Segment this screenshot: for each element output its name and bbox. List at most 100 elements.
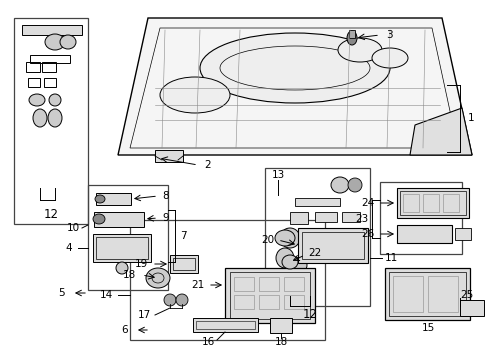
Bar <box>392 276 422 312</box>
Bar <box>459 300 483 316</box>
Ellipse shape <box>347 178 361 192</box>
Bar <box>396 188 468 218</box>
Bar <box>422 194 438 212</box>
Ellipse shape <box>33 109 47 127</box>
Bar <box>341 212 359 222</box>
Ellipse shape <box>49 94 61 106</box>
Ellipse shape <box>116 262 128 274</box>
Text: 17: 17 <box>138 310 151 320</box>
Bar <box>22 25 82 35</box>
Bar <box>173 258 195 270</box>
Bar <box>305 233 329 243</box>
Bar <box>229 272 309 319</box>
Bar <box>388 272 465 316</box>
Ellipse shape <box>163 294 176 306</box>
Text: 11: 11 <box>384 253 397 263</box>
Bar <box>259 295 279 309</box>
Ellipse shape <box>176 294 187 306</box>
Bar <box>170 255 198 273</box>
Ellipse shape <box>282 255 297 269</box>
Text: 12: 12 <box>302 309 317 321</box>
Ellipse shape <box>93 214 105 224</box>
Ellipse shape <box>275 248 293 268</box>
Text: 4: 4 <box>65 243 72 253</box>
Ellipse shape <box>160 77 229 113</box>
Bar <box>454 228 470 240</box>
Bar <box>294 198 339 206</box>
Bar <box>289 212 307 224</box>
Text: 16: 16 <box>202 337 215 347</box>
Ellipse shape <box>48 109 62 127</box>
Ellipse shape <box>280 228 299 248</box>
Text: 5: 5 <box>58 288 65 298</box>
Ellipse shape <box>29 94 45 106</box>
Text: 24: 24 <box>360 198 373 208</box>
Bar <box>234 277 253 291</box>
Text: 22: 22 <box>307 248 321 258</box>
Bar <box>30 55 70 63</box>
Text: 15: 15 <box>421 323 434 333</box>
Bar <box>96 193 131 205</box>
Bar <box>269 318 291 333</box>
Bar <box>26 62 40 72</box>
Ellipse shape <box>274 230 294 246</box>
Bar <box>284 277 304 291</box>
Text: 19: 19 <box>135 259 148 269</box>
Bar <box>384 268 469 320</box>
Bar <box>396 225 451 243</box>
Text: 20: 20 <box>260 235 273 245</box>
Ellipse shape <box>330 177 348 193</box>
Text: 26: 26 <box>360 229 373 239</box>
Bar <box>14 18 88 224</box>
Bar <box>379 182 461 254</box>
Polygon shape <box>409 108 471 155</box>
Bar <box>399 191 465 215</box>
Ellipse shape <box>45 34 65 50</box>
Bar <box>42 62 56 72</box>
Bar <box>130 220 325 340</box>
Ellipse shape <box>146 268 170 288</box>
Ellipse shape <box>200 33 389 103</box>
Bar <box>155 150 183 162</box>
Bar <box>88 185 168 290</box>
Bar <box>96 237 148 259</box>
Text: 23: 23 <box>354 214 367 224</box>
Ellipse shape <box>371 48 407 68</box>
Bar <box>264 168 369 306</box>
Text: 1: 1 <box>467 113 474 123</box>
Bar <box>44 78 56 87</box>
Bar <box>94 212 143 227</box>
Text: 9: 9 <box>162 213 168 223</box>
Text: 21: 21 <box>190 280 203 290</box>
Text: 8: 8 <box>162 191 168 201</box>
Ellipse shape <box>292 257 306 273</box>
Bar <box>193 318 258 332</box>
Text: 2: 2 <box>203 160 210 170</box>
Text: 13: 13 <box>271 170 285 180</box>
Bar <box>284 295 304 309</box>
Bar <box>402 194 418 212</box>
Text: 18: 18 <box>274 337 287 347</box>
Text: 18: 18 <box>122 270 136 280</box>
Text: 12: 12 <box>43 207 59 220</box>
Text: 25: 25 <box>459 290 472 300</box>
Text: 14: 14 <box>100 290 113 300</box>
Bar <box>259 277 279 291</box>
Bar <box>302 232 363 259</box>
Ellipse shape <box>95 195 105 203</box>
Ellipse shape <box>337 38 381 62</box>
Bar <box>93 234 151 262</box>
Text: 6: 6 <box>121 325 128 335</box>
Bar <box>28 78 40 87</box>
Bar <box>234 295 253 309</box>
Bar <box>224 268 314 323</box>
Bar <box>348 30 354 38</box>
Text: 3: 3 <box>385 30 392 40</box>
Text: 10: 10 <box>67 223 80 233</box>
Bar <box>427 276 457 312</box>
Polygon shape <box>118 18 471 155</box>
Ellipse shape <box>346 31 356 45</box>
Bar <box>334 234 349 243</box>
Bar <box>442 194 458 212</box>
Bar <box>314 212 336 222</box>
